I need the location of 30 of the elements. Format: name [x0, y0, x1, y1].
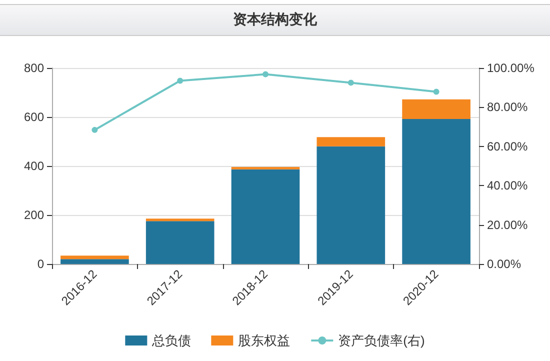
bar — [60, 259, 129, 264]
legend-label: 资产负债率(右) — [338, 333, 425, 348]
y-tick-label: 800 — [24, 61, 44, 75]
bar — [231, 169, 300, 264]
bar — [316, 146, 386, 264]
bar — [60, 256, 129, 260]
point — [92, 126, 98, 133]
y2-tick-label: 40.00% — [487, 178, 528, 193]
y-tick-label: 0 — [37, 257, 44, 271]
y-tick-label: 600 — [24, 110, 44, 124]
legend-label: 总负债 — [151, 333, 192, 348]
bar — [146, 221, 214, 264]
y-tick-label: 400 — [24, 159, 44, 173]
chart-title: 资本结构变化 — [0, 4, 550, 36]
bar — [402, 118, 470, 264]
y2-tick-label: 60.00% — [487, 139, 528, 154]
y2-tick-label: 0.00% — [487, 257, 522, 271]
bar — [402, 99, 470, 119]
point — [262, 71, 268, 78]
y2-tick-label: 80.00% — [487, 100, 528, 114]
bar — [146, 218, 214, 222]
point — [177, 78, 184, 84]
bar — [316, 137, 386, 146]
y-tick-label: 200 — [24, 208, 44, 222]
point — [348, 80, 354, 86]
y2-tick-label: 100.00% — [487, 61, 535, 75]
legend-label: 股东权益 — [238, 333, 290, 348]
bar — [231, 166, 300, 170]
point — [433, 88, 440, 95]
y2-tick-label: 20.00% — [487, 218, 528, 232]
